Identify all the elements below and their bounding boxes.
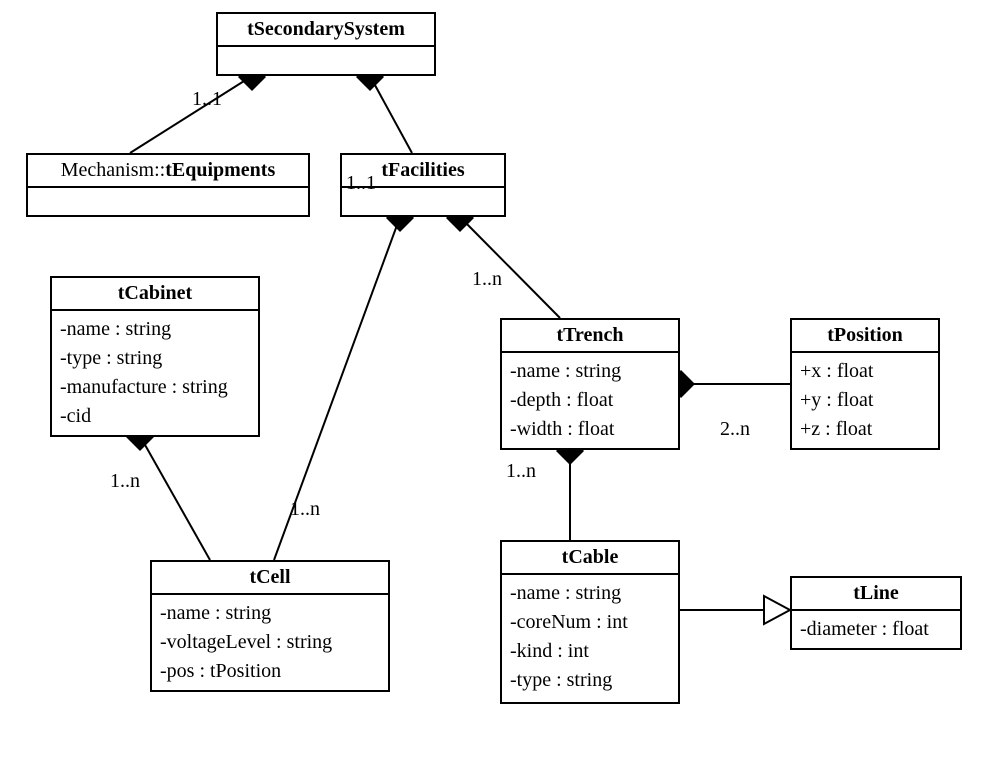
class-body-empty [218,47,434,67]
multiplicity-label: 1..n [290,498,320,521]
attr: +x : float [800,357,930,386]
class-title: tTrench [502,320,678,353]
class-title: tLine [792,578,960,611]
attr: -name : string [60,315,250,344]
class-title: tCable [502,542,678,575]
class-ttrench: tTrench -name : string -depth : float -w… [500,318,680,450]
attr: -depth : float [510,386,670,415]
class-tcable: tCable -name : string -coreNum : int -ki… [500,540,680,704]
class-tcabinet: tCabinet -name : string -type : string -… [50,276,260,437]
class-tposition: tPosition +x : float +y : float +z : flo… [790,318,940,450]
class-package: Mechanism:: [61,159,165,181]
multiplicity-label: 1..n [110,470,140,493]
attr: -kind : int [510,637,670,666]
attr: -name : string [160,599,380,628]
triangle-cable-line [764,596,790,624]
class-title: tPosition [792,320,938,353]
class-tline: tLine -diameter : float [790,576,962,650]
class-attrs: -name : string -coreNum : int -kind : in… [502,575,678,699]
class-title: tSecondarySystem [218,14,434,47]
attr: +z : float [800,415,930,444]
edge-secondary-equipments [130,76,252,153]
attr: -pos : tPosition [160,657,380,686]
class-attrs: -name : string -voltageLevel : string -p… [152,595,388,690]
attr: -coreNum : int [510,608,670,637]
multiplicity-label: 1..1 [192,88,222,111]
multiplicity-label: 2..n [720,418,750,441]
multiplicity-label: 1..n [506,460,536,483]
attr: -type : string [60,344,250,373]
class-attrs: +x : float +y : float +z : float [792,353,938,448]
class-attrs: -name : string -type : string -manufactu… [52,311,258,435]
class-tcell: tCell -name : string -voltageLevel : str… [150,560,390,692]
attr: -diameter : float [800,615,952,644]
class-attrs: -name : string -depth : float -width : f… [502,353,678,448]
attr: -width : float [510,415,670,444]
attr: -voltageLevel : string [160,628,380,657]
attr: -manufacture : string [60,373,250,402]
class-tequipments: Mechanism::tEquipments [26,153,310,217]
edge-cabinet-cell [140,436,210,560]
multiplicity-label: 1..n [472,268,502,291]
attr: +y : float [800,386,930,415]
attr: -name : string [510,579,670,608]
multiplicity-label: 1..1 [346,172,376,195]
attr: -type : string [510,666,670,695]
class-title-text: tEquipments [165,159,275,181]
edge-secondary-facilities [370,76,412,153]
class-title: tCell [152,562,388,595]
attr: -cid [60,402,250,431]
attr: -name : string [510,357,670,386]
class-title: Mechanism::tEquipments [28,155,308,188]
class-body-empty [28,188,308,208]
class-title: tCabinet [52,278,258,311]
class-tsecondarysystem: tSecondarySystem [216,12,436,76]
class-attrs: -diameter : float [792,611,960,648]
